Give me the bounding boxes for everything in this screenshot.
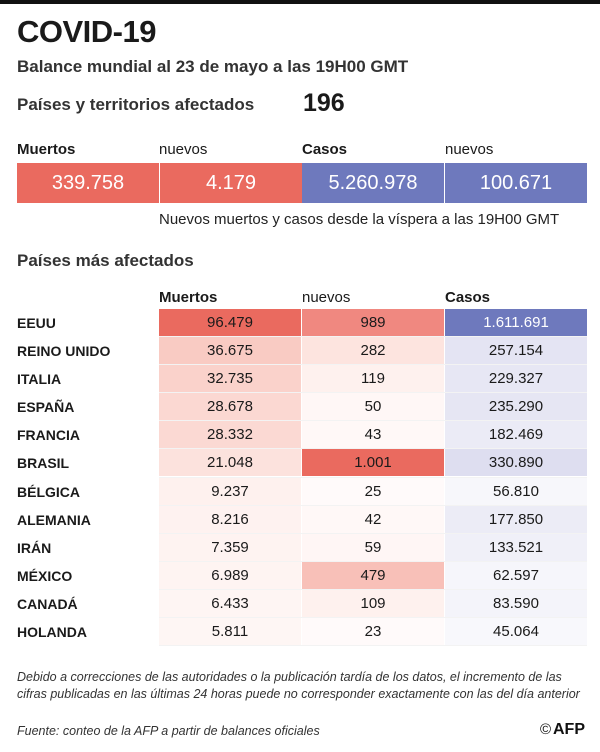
footer-note: Debido a correcciones de las autoridades… bbox=[17, 670, 580, 701]
cases-cell: 330.890 bbox=[445, 449, 587, 477]
deaths-cell: 28.332 bbox=[159, 421, 301, 449]
country-name: ALEMANIA bbox=[17, 511, 91, 528]
page-subtitle: Balance mundial al 23 de mayo a las 19H0… bbox=[17, 57, 409, 76]
row-divider bbox=[159, 617, 587, 619]
row-divider bbox=[159, 560, 587, 562]
deaths-cell: 7.359 bbox=[159, 533, 301, 561]
country-name: HOLANDA bbox=[17, 624, 87, 641]
new-deaths-cell: 23 bbox=[302, 618, 444, 646]
row-divider bbox=[159, 420, 587, 422]
country-name: EEUU bbox=[17, 315, 56, 331]
page-title: COVID-19 bbox=[17, 14, 156, 49]
new-deaths-cell: 989 bbox=[302, 309, 444, 336]
new-deaths-cell: 1.001 bbox=[302, 449, 444, 477]
table-row: HOLANDA 5.811 23 45.064 bbox=[0, 618, 600, 647]
afp-logo: © AFP bbox=[540, 721, 585, 739]
new-deaths-cell: 43 bbox=[302, 421, 444, 449]
country-name: IRÁN bbox=[17, 539, 52, 556]
country-name: BÉLGICA bbox=[17, 483, 80, 500]
cases-cell: 45.064 bbox=[445, 618, 587, 646]
summary-deaths-label: Muertos bbox=[17, 141, 76, 158]
table-row: BRASIL 21.048 1.001 330.890 bbox=[0, 449, 600, 478]
new-deaths-cell: 479 bbox=[302, 561, 444, 589]
table-row: IRÁN 7.359 59 133.521 bbox=[0, 533, 600, 562]
country-name: CANADÁ bbox=[17, 595, 78, 612]
row-divider bbox=[159, 645, 587, 647]
cases-cell: 1.611.691 bbox=[445, 309, 587, 336]
table-row: FRANCIA 28.332 43 182.469 bbox=[0, 421, 600, 450]
table-row: ESPAÑA 28.678 50 235.290 bbox=[0, 393, 600, 422]
top-rule bbox=[0, 0, 600, 4]
table-row: BÉLGICA 9.237 25 56.810 bbox=[0, 477, 600, 506]
cases-cell: 56.810 bbox=[445, 477, 587, 505]
row-divider bbox=[159, 364, 587, 366]
new-deaths-cell: 109 bbox=[302, 589, 444, 617]
country-name: BRASIL bbox=[17, 455, 70, 472]
cases-cell: 257.154 bbox=[445, 337, 587, 365]
deaths-cell: 28.678 bbox=[159, 393, 301, 421]
cases-cell: 229.327 bbox=[445, 365, 587, 393]
deaths-cell: 9.237 bbox=[159, 477, 301, 505]
cases-cell: 235.290 bbox=[445, 393, 587, 421]
countries-affected-label: Países y territorios afectados bbox=[17, 95, 255, 114]
deaths-cell: 32.735 bbox=[159, 365, 301, 393]
country-name: FRANCIA bbox=[17, 427, 80, 444]
row-divider bbox=[159, 336, 587, 338]
table-header-cases: Casos bbox=[445, 289, 491, 306]
countries-table: EEUU 96.479 989 1.611.691 REINO UNIDO 36.675 2… bbox=[0, 309, 600, 647]
country-name: ESPAÑA bbox=[17, 399, 75, 416]
new-deaths-cell: 50 bbox=[302, 393, 444, 421]
deaths-cell: 6.989 bbox=[159, 561, 301, 589]
deaths-cell: 36.675 bbox=[159, 337, 301, 365]
deaths-cell: 5.811 bbox=[159, 618, 301, 646]
cases-cell: 182.469 bbox=[445, 421, 587, 449]
summary-new-deaths-label: nuevos bbox=[159, 141, 208, 158]
row-divider bbox=[159, 392, 587, 394]
table-header-new: nuevos bbox=[302, 289, 351, 306]
summary-deaths-box: 339.758 bbox=[17, 163, 159, 203]
table-row: REINO UNIDO 36.675 282 257.154 bbox=[0, 337, 600, 366]
table-row: EEUU 96.479 989 1.611.691 bbox=[0, 309, 600, 338]
deaths-cell: 8.216 bbox=[159, 505, 301, 533]
copyright-symbol: © bbox=[539, 721, 551, 738]
new-deaths-cell: 25 bbox=[302, 477, 444, 505]
summary-cases-label: Casos bbox=[302, 141, 348, 158]
summary-note: Nuevos muertos y casos desde la víspera … bbox=[159, 211, 560, 228]
summary-new-cases-label: nuevos bbox=[445, 141, 494, 158]
summary-new-deaths-box: 4.179 bbox=[160, 163, 302, 203]
new-deaths-cell: 119 bbox=[302, 365, 444, 393]
table-row: CANADÁ 6.433 109 83.590 bbox=[0, 589, 600, 619]
source-text: Fuente: conteo de la AFP a partir de bal… bbox=[17, 724, 320, 738]
countries-affected-value: 196 bbox=[303, 89, 345, 117]
cases-cell: 83.590 bbox=[445, 589, 587, 617]
row-divider bbox=[159, 504, 587, 506]
summary-cases-box: 5.260.978 bbox=[302, 163, 444, 203]
cases-cell: 177.850 bbox=[445, 505, 587, 533]
cases-cell: 62.597 bbox=[445, 561, 587, 589]
table-row: ALEMANIA 8.216 42 177.850 bbox=[0, 505, 600, 534]
deaths-cell: 21.048 bbox=[159, 449, 301, 477]
country-name: ITALIA bbox=[17, 371, 62, 388]
new-deaths-cell: 59 bbox=[302, 533, 444, 561]
row-divider bbox=[159, 448, 587, 450]
summary-new-cases-box: 100.671 bbox=[445, 163, 587, 203]
country-name: MÉXICO bbox=[17, 567, 73, 584]
row-divider bbox=[159, 588, 587, 590]
table-header-deaths: Muertos bbox=[159, 289, 218, 306]
table-row: ITALIA 32.735 119 229.327 bbox=[0, 365, 600, 394]
table-title: Países más afectados bbox=[17, 251, 194, 270]
deaths-cell: 96.479 bbox=[159, 309, 301, 336]
table-row: MÉXICO 6.989 479 62.597 bbox=[0, 561, 600, 590]
deaths-cell: 6.433 bbox=[159, 589, 301, 617]
country-name: REINO UNIDO bbox=[17, 343, 111, 360]
afp-logo-text: AFP bbox=[553, 721, 585, 738]
new-deaths-cell: 282 bbox=[302, 337, 444, 365]
row-divider bbox=[159, 476, 587, 478]
cases-cell: 133.521 bbox=[445, 533, 587, 561]
new-deaths-cell: 42 bbox=[302, 505, 444, 533]
row-divider bbox=[159, 532, 587, 534]
